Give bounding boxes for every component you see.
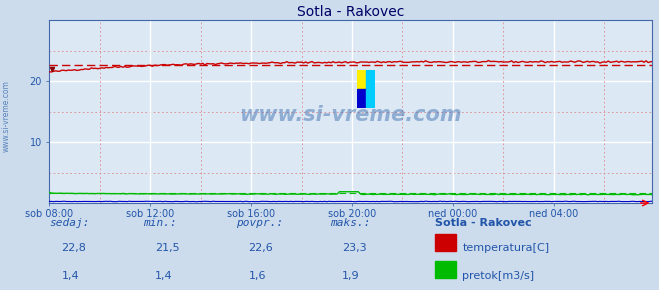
Bar (357, 89, 366, 108)
Text: 1,4: 1,4 (155, 271, 173, 280)
Title: Sotla - Rakovec: Sotla - Rakovec (297, 5, 405, 19)
Text: sedaj:: sedaj: (49, 218, 90, 228)
Text: 22,6: 22,6 (248, 243, 273, 253)
Text: povpr.:: povpr.: (237, 218, 283, 228)
Text: 1,9: 1,9 (342, 271, 360, 280)
Text: Sotla - Rakovec: Sotla - Rakovec (436, 218, 532, 228)
Bar (366, 70, 376, 89)
Bar (436, 262, 457, 278)
Text: 23,3: 23,3 (342, 243, 366, 253)
Text: temperatura[C]: temperatura[C] (463, 243, 550, 253)
Text: maks.:: maks.: (330, 218, 370, 228)
Text: www.si-vreme.com: www.si-vreme.com (2, 80, 11, 152)
Bar (357, 70, 366, 89)
Bar (436, 234, 457, 251)
Text: www.si-vreme.com: www.si-vreme.com (240, 105, 462, 125)
Text: min.:: min.: (143, 218, 177, 228)
Text: 22,8: 22,8 (61, 243, 86, 253)
Text: 1,6: 1,6 (248, 271, 266, 280)
Text: pretok[m3/s]: pretok[m3/s] (463, 271, 534, 280)
Text: 21,5: 21,5 (155, 243, 179, 253)
Bar (366, 89, 376, 108)
Text: 1,4: 1,4 (61, 271, 79, 280)
